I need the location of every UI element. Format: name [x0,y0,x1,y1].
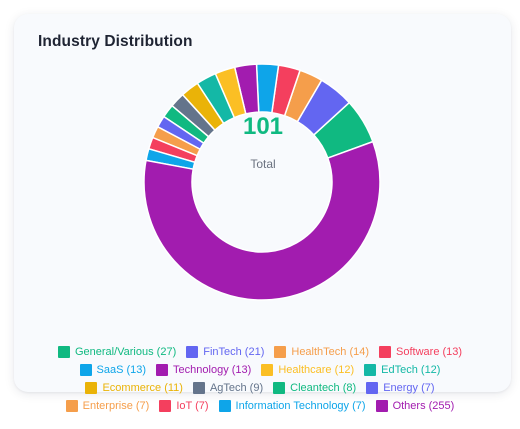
legend-row: SaaS (13) Technology (13) Healthcare (12) E… [0,361,520,379]
legend-swatch [261,364,274,376]
legend-label: Cleantech (8) [290,382,357,394]
legend-label: FinTech (21) [203,346,265,358]
legend-swatch [159,400,172,412]
legend-swatch [364,364,377,376]
legend-label: Technology (13) [173,364,252,376]
chart-legend: General/Various (27) FinTech (21) HealthTe… [0,343,520,415]
legend-label: SaaS (13) [96,364,147,376]
legend-label: Energy (7) [383,382,435,394]
donut-slices [143,63,381,301]
legend-swatch [65,400,78,412]
legend-label: Enterprise (7) [82,400,150,412]
legend-swatch [186,346,199,358]
legend-item[interactable]: Energy (7) [366,379,435,397]
legend-item[interactable]: Software (13) [379,343,462,361]
legend-item[interactable]: Cleantech (8) [273,379,356,397]
legend-swatch [273,382,286,394]
legend-item[interactable]: Information Technology (7) [218,397,366,415]
legend-label: HealthTech (14) [291,346,370,358]
legend-label: IoT (7) [176,400,209,412]
legend-swatch [366,382,379,394]
legend-item[interactable]: Ecommerce (11) [85,379,183,397]
legend-item[interactable]: AgTech (9) [192,379,264,397]
card-title: Industry Distribution [38,33,193,50]
legend-label: EdTech (12) [381,364,441,376]
legend-swatch [156,364,169,376]
legend-item[interactable]: FinTech (21) [186,343,264,361]
legend-label: Healthcare (12) [278,364,355,376]
legend-row: Ecommerce (11) AgTech (9) Cleantech (8) Ene… [0,379,520,397]
legend-swatch [375,400,388,412]
total-value: 101 [243,113,283,140]
slice-others[interactable] [143,140,381,301]
legend-item[interactable]: General/Various (27) [57,343,177,361]
legend-label: AgTech (9) [209,382,264,394]
legend-label: Software (13) [396,346,463,358]
legend-swatch [85,382,98,394]
legend-item[interactable]: Technology (13) [156,361,251,379]
legend-label: Ecommerce (11) [102,382,183,394]
legend-item[interactable]: Healthcare (12) [261,361,354,379]
legend-label: Others (255) [392,400,455,412]
legend-item[interactable]: HealthTech (14) [274,343,369,361]
total-label: Total [250,157,275,171]
legend-row: Enterprise (7) IoT (7) Information Technol… [0,397,520,415]
legend-item[interactable]: IoT (7) [159,397,209,415]
legend-label: Information Technology (7) [235,400,366,412]
legend-swatch [79,364,92,376]
legend-item[interactable]: Enterprise (7) [65,397,150,415]
legend-label: General/Various (27) [74,346,177,358]
legend-swatch [274,346,287,358]
legend-item[interactable]: Others (255) [375,397,455,415]
legend-swatch [57,346,70,358]
legend-item[interactable]: EdTech (12) [364,361,440,379]
legend-row: General/Various (27) FinTech (21) HealthTe… [0,343,520,361]
legend-swatch [192,382,205,394]
legend-swatch [379,346,392,358]
legend-item[interactable]: SaaS (13) [79,361,147,379]
legend-swatch [218,400,231,412]
